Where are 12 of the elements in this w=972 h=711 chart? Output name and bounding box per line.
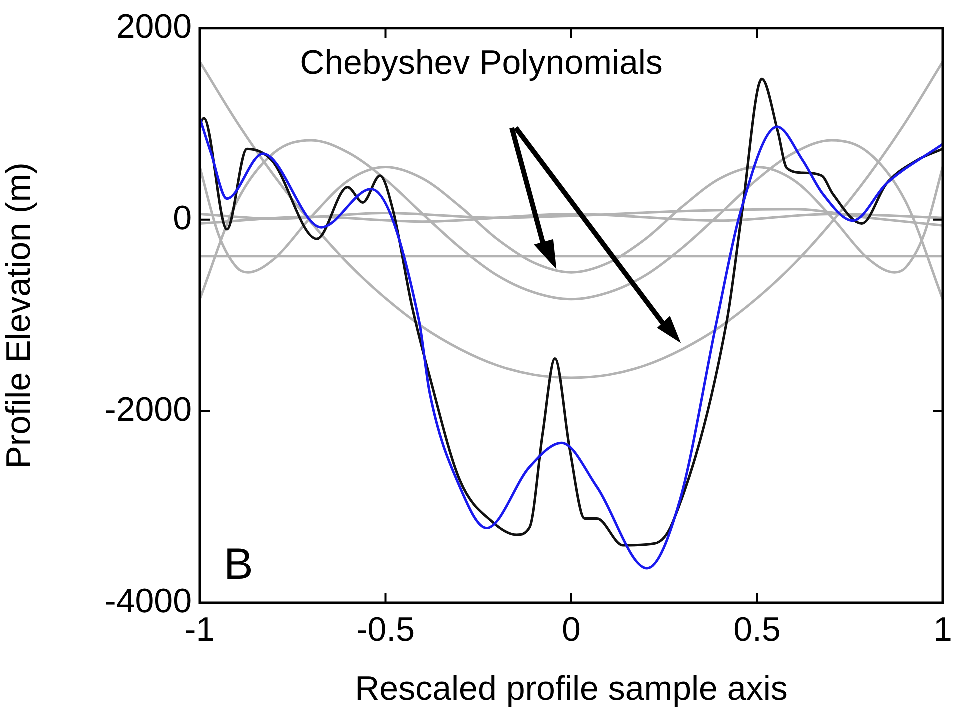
x-tick-label: 0.5 bbox=[734, 610, 781, 649]
annotation: B bbox=[224, 540, 254, 590]
x-axis-title: Rescaled profile sample axis bbox=[355, 670, 788, 708]
y-tick-label: -2000 bbox=[105, 390, 192, 429]
y-tick-label: -4000 bbox=[105, 582, 192, 620]
y-tick-label: 2000 bbox=[116, 8, 192, 46]
x-tick-label: 1 bbox=[934, 610, 952, 649]
y-axis-title: Profile Elevation (m) bbox=[0, 162, 38, 469]
x-tick-label: 0 bbox=[562, 610, 581, 649]
annotation: Chebyshev Polynomials bbox=[300, 44, 663, 82]
x-tick-label: -0.5 bbox=[356, 610, 416, 649]
y-tick-label: 0 bbox=[173, 199, 192, 238]
